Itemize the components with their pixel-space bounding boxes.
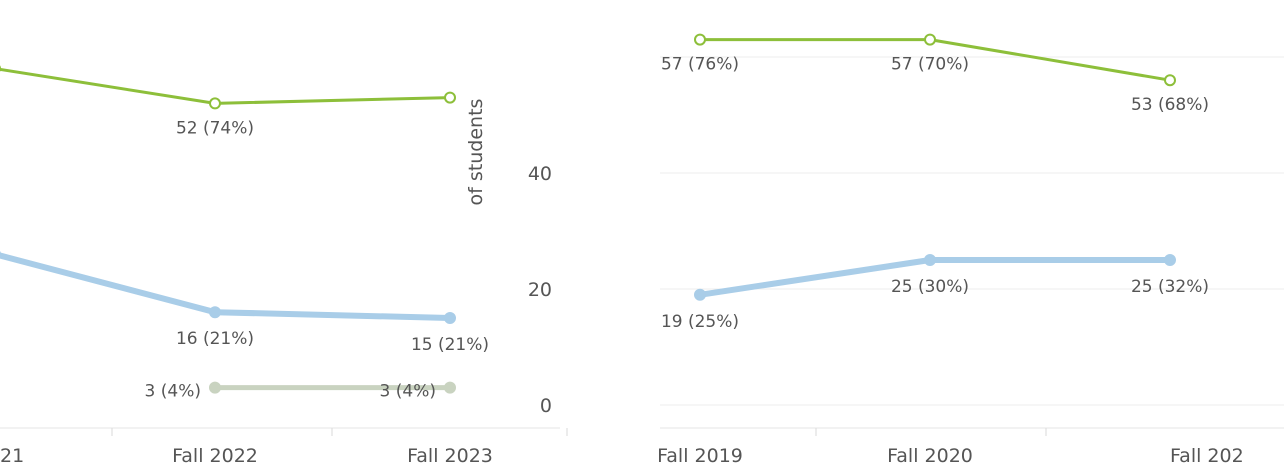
data-label: 19 (25%) — [661, 312, 739, 332]
data-point — [444, 91, 456, 104]
data-label: 57 (76%) — [661, 55, 739, 75]
data-point — [209, 97, 221, 110]
data-label: 3 (4%) — [380, 382, 436, 402]
y-tick-label: 0 — [540, 395, 552, 417]
y-axis-title: of students — [465, 99, 487, 206]
data-label: 25 (32%) — [1131, 277, 1209, 297]
data-label: 25 (30%) — [891, 277, 969, 297]
data-point — [1164, 74, 1176, 87]
series-line — [0, 252, 453, 321]
data-point — [209, 381, 221, 394]
x-tick-label: Fall 2022 — [172, 445, 258, 467]
y-tick-label: 40 — [528, 163, 552, 185]
data-label: 3 (4%) — [145, 382, 201, 402]
data-label: 57 (70%) — [891, 55, 969, 75]
data-point — [694, 288, 706, 301]
y-tick-label: 20 — [528, 279, 552, 301]
data-point — [1164, 254, 1176, 266]
data-label: 53 (68%) — [1131, 95, 1209, 115]
x-tick-label: 21 — [0, 445, 24, 467]
data-point — [924, 254, 936, 266]
data-label: 52 (74%) — [176, 118, 254, 138]
series-line — [0, 67, 452, 105]
x-tick-label: Fall 202 — [1170, 445, 1244, 467]
data-point — [694, 33, 706, 46]
x-tick-label: Fall 2019 — [657, 445, 743, 467]
data-point — [924, 33, 936, 46]
left-chart-panel: 21 Fall 2022 Fall 2023 52 (74%) 16 (21%) 15 (… — [0, 65, 568, 467]
data-point — [209, 306, 221, 319]
x-tick-label: Fall 2020 — [887, 445, 973, 467]
data-label: 16 (21%) — [176, 329, 254, 349]
data-label: 15 (21%) — [411, 335, 489, 355]
x-tick-label: Fall 2023 — [407, 445, 493, 467]
data-point — [444, 312, 456, 324]
data-point — [444, 381, 456, 394]
